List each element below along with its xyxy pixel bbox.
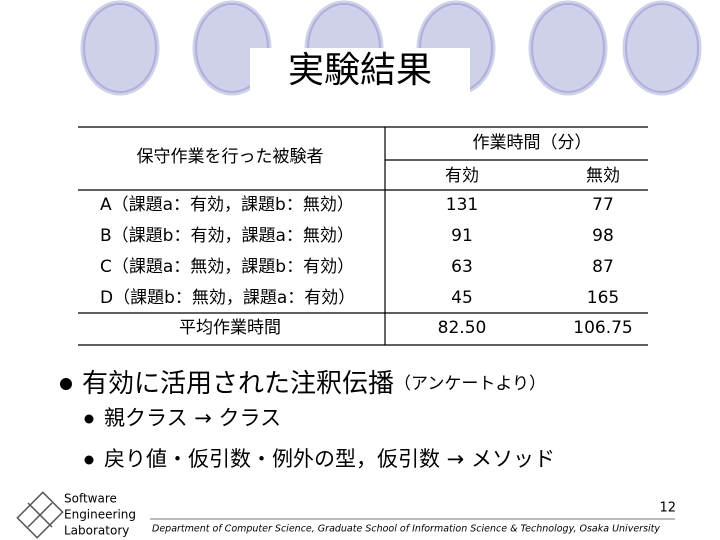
cell-value: 106.75 xyxy=(573,318,632,338)
bullet-list: 有効に活用された注釈伝播（アンケートより） 親クラス → クラス 戻り値・仮引数… xyxy=(60,369,555,471)
department: Department of Computer Science, Graduate… xyxy=(152,524,660,535)
page-number: 12 xyxy=(659,501,676,516)
table: 保守作業を行った被験者 作業時間（分） 有効 無効 A（課題a：有効，課題b：無… xyxy=(78,126,648,346)
header-cell: 有効 xyxy=(445,166,479,186)
bullet-main: 有効に活用された注釈伝播 xyxy=(82,369,394,399)
cell-value: 131 xyxy=(446,195,478,215)
cell-value: 63 xyxy=(451,257,473,277)
logo xyxy=(16,491,64,539)
row-label: 平均作業時間 xyxy=(179,318,281,338)
logo-text: Laboratory xyxy=(64,524,129,538)
cell-value: 98 xyxy=(592,226,614,246)
cell-value: 87 xyxy=(592,257,614,277)
table-body: A（課題a：有効，課題b：無効） 131 77 B（課題b：有効，課題a：無効） 91 9… xyxy=(100,195,633,338)
cell-value: 77 xyxy=(592,195,614,215)
bullet-marker xyxy=(84,414,94,424)
row-label: D（課題b：無効，課題a：有効） xyxy=(100,288,355,308)
header-cell: 無効 xyxy=(586,166,620,186)
cell-value: 165 xyxy=(587,288,619,308)
cell-value: 45 xyxy=(451,288,473,308)
footer: Software Engineering Laboratory 12 Depar… xyxy=(16,491,676,539)
cell-value: 82.50 xyxy=(438,318,487,338)
title-bg xyxy=(250,48,470,96)
row-label: C（課題a：無効，課題b：有効） xyxy=(100,257,354,277)
row-label: B（課題b：有効，課題a：無効） xyxy=(100,226,354,246)
title: 実験結果 xyxy=(288,50,432,91)
logo-text: Software xyxy=(64,492,117,506)
bullet-marker xyxy=(60,378,72,390)
bullet-marker xyxy=(84,455,94,465)
sub-bullet: 戻り値・仮引数・例外の型，仮引数 → メソッド xyxy=(104,447,555,471)
logo-text: Engineering xyxy=(64,508,136,522)
header-cell: 保守作業を行った被験者 xyxy=(137,147,324,167)
header-cell: 作業時間（分） xyxy=(473,133,592,153)
row-label: A（課題a：有効，課題b：無効） xyxy=(100,195,354,215)
bullet-text: 有効に活用された注釈伝播（アンケートより） xyxy=(82,369,546,399)
cell-value: 91 xyxy=(451,226,473,246)
sub-bullet: 親クラス → クラス xyxy=(104,406,281,430)
bullet-note: （アンケートより） xyxy=(394,374,546,394)
